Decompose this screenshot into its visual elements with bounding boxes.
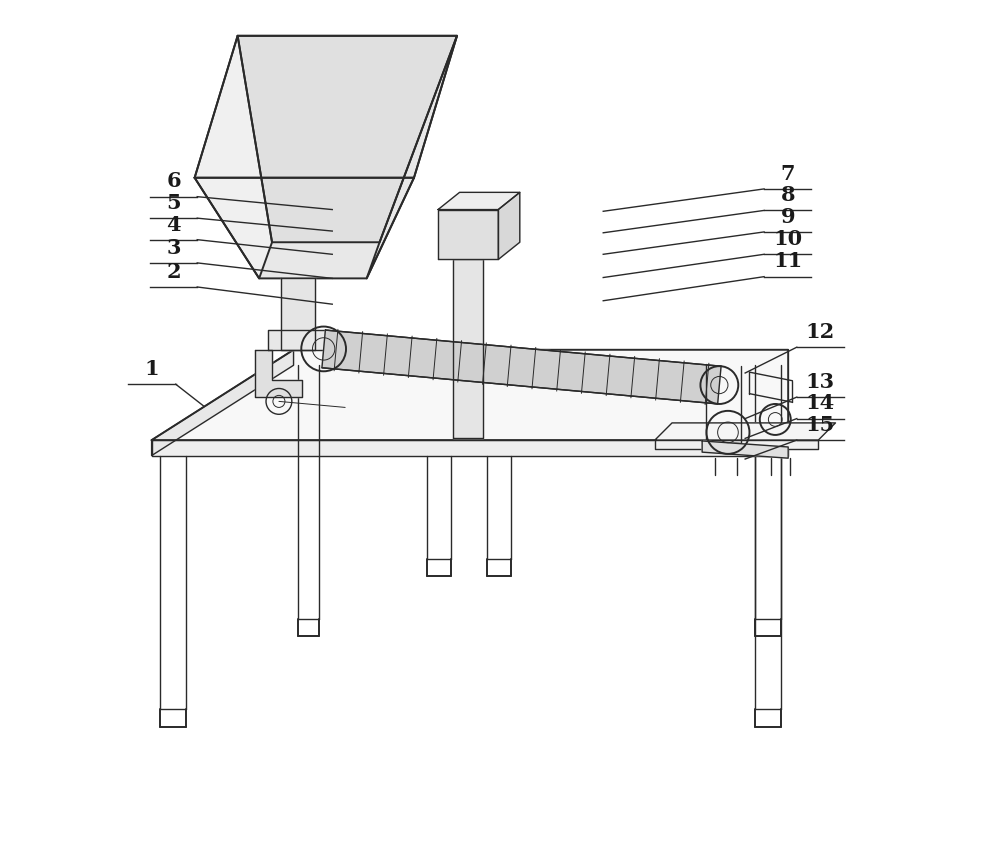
Polygon shape [322, 330, 721, 404]
Text: 2: 2 [166, 261, 181, 282]
Text: 4: 4 [166, 215, 181, 235]
Polygon shape [195, 35, 272, 279]
Text: 13: 13 [806, 372, 835, 392]
Text: 1: 1 [145, 359, 159, 379]
Text: 6: 6 [166, 172, 181, 192]
Polygon shape [152, 350, 294, 456]
Polygon shape [655, 440, 818, 449]
Polygon shape [453, 260, 483, 438]
Polygon shape [367, 35, 457, 279]
Polygon shape [655, 423, 835, 440]
Polygon shape [438, 210, 498, 260]
Polygon shape [702, 441, 788, 458]
Polygon shape [268, 330, 328, 350]
Text: 11: 11 [773, 251, 802, 272]
Text: 8: 8 [780, 186, 795, 205]
Polygon shape [281, 279, 315, 350]
Text: 10: 10 [773, 230, 802, 249]
Polygon shape [195, 178, 414, 279]
Polygon shape [255, 350, 302, 397]
Polygon shape [498, 192, 520, 260]
Text: 7: 7 [780, 164, 795, 184]
Text: 15: 15 [806, 415, 835, 435]
Text: 14: 14 [806, 394, 835, 413]
Polygon shape [152, 350, 788, 440]
Polygon shape [238, 35, 457, 243]
Text: 9: 9 [780, 207, 795, 227]
Polygon shape [152, 440, 788, 456]
Text: 5: 5 [166, 193, 181, 213]
Polygon shape [195, 35, 457, 178]
Text: 3: 3 [166, 237, 181, 258]
Polygon shape [438, 192, 520, 210]
Text: 12: 12 [806, 322, 835, 342]
